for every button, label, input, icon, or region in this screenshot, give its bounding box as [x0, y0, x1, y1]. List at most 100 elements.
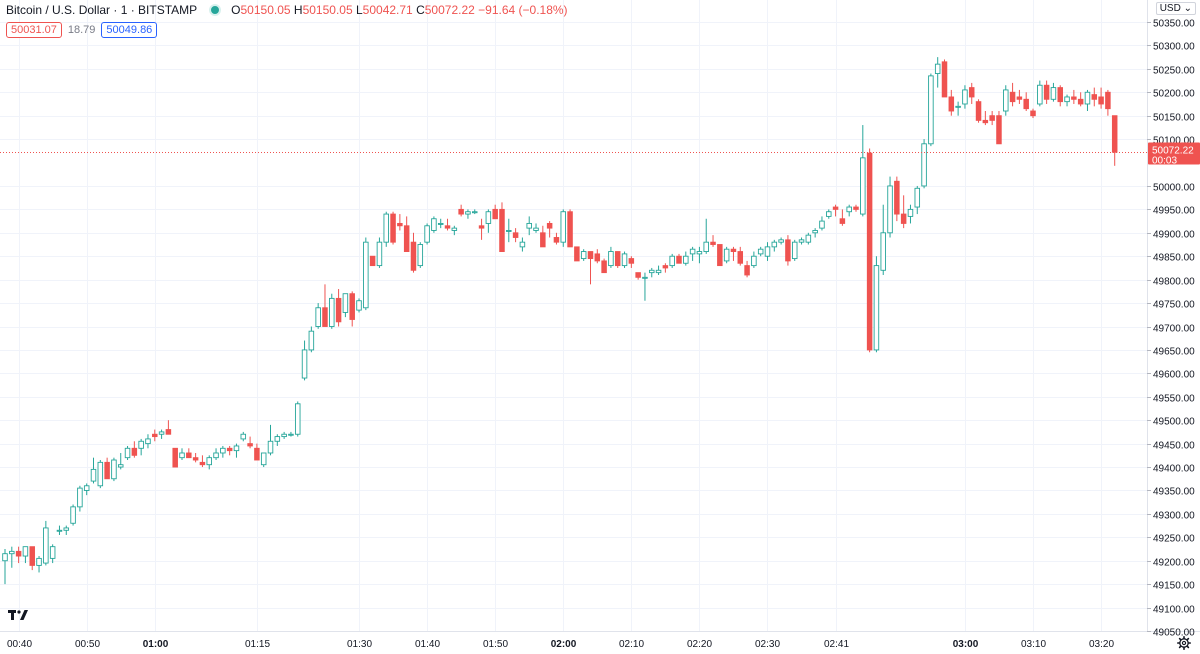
- candle-body: [199, 461, 206, 466]
- price-tick-label: 49200.00: [1153, 558, 1195, 569]
- symbol-title[interactable]: Bitcoin / U.S. Dollar · 1 · BITSTAMP: [6, 3, 198, 17]
- candle-body: [608, 251, 614, 267]
- candle-body: [165, 429, 172, 435]
- candle: [887, 176, 893, 238]
- candle: [655, 265, 662, 275]
- currency-selector[interactable]: USD ⌄: [1155, 2, 1196, 15]
- candle-body: [281, 433, 287, 438]
- candle: [764, 242, 771, 261]
- candle-body: [437, 222, 444, 225]
- candle: [179, 448, 185, 461]
- candle-body: [288, 433, 294, 436]
- candle: [519, 237, 526, 252]
- tradingview-logo-icon[interactable]: [8, 608, 28, 622]
- candle: [63, 525, 70, 535]
- candle: [294, 401, 301, 437]
- candle-body: [444, 225, 451, 229]
- candle-body: [403, 225, 410, 252]
- candle-body: [1105, 91, 1111, 110]
- candle: [43, 520, 49, 566]
- candle-body: [968, 87, 975, 98]
- candle: [1091, 87, 1098, 107]
- candle-body: [683, 255, 689, 264]
- candle: [220, 445, 226, 458]
- candle: [403, 216, 410, 252]
- candle-body: [356, 300, 362, 311]
- candle-body: [894, 180, 900, 215]
- candle: [1030, 108, 1036, 119]
- candle: [131, 441, 138, 458]
- candle: [260, 452, 267, 468]
- candle-body: [104, 461, 110, 480]
- candle-body: [417, 244, 424, 267]
- candle: [301, 340, 308, 381]
- price-tick-label: 49400.00: [1153, 464, 1195, 475]
- candle: [1050, 82, 1057, 102]
- candle: [546, 221, 553, 238]
- candle: [274, 434, 281, 446]
- candle: [975, 99, 982, 123]
- candle: [199, 455, 206, 468]
- candle-body: [934, 63, 941, 74]
- candle-body: [9, 550, 15, 555]
- candle-body: [1064, 96, 1070, 103]
- candle-body: [424, 225, 430, 243]
- symbol-legend: Bitcoin / U.S. Dollar · 1 · BITSTAMP O50…: [6, 3, 568, 17]
- gear-icon[interactable]: [1177, 636, 1191, 650]
- candle: [662, 263, 669, 273]
- candle: [805, 232, 812, 245]
- candle: [669, 253, 675, 268]
- candle-body: [349, 293, 355, 320]
- candle-body: [1016, 96, 1023, 100]
- candle-body: [614, 251, 621, 267]
- candle: [431, 216, 437, 233]
- candle-body: [36, 557, 42, 566]
- candle-body: [1084, 91, 1091, 105]
- price-tick-label: 50000.00: [1153, 183, 1195, 194]
- candle: [778, 237, 784, 245]
- candle: [158, 429, 165, 439]
- buy-price-button[interactable]: 50049.86: [101, 22, 158, 38]
- candle: [233, 443, 240, 458]
- candle-body: [791, 241, 798, 260]
- time-tick-label: 03:00: [953, 639, 979, 650]
- candle: [567, 209, 573, 248]
- sell-price-button[interactable]: 50031.07: [6, 22, 62, 38]
- last-price-label: 50072.22: [1152, 146, 1194, 157]
- high-label: H: [293, 3, 303, 17]
- candle-body: [1077, 98, 1084, 105]
- candle: [785, 235, 791, 266]
- time-tick-label: 01:40: [415, 639, 440, 650]
- candle-body: [560, 211, 567, 243]
- candle: [832, 204, 839, 217]
- candle-body: [213, 452, 219, 459]
- candle-body: [254, 447, 260, 461]
- price-tick-label: 49300.00: [1153, 511, 1195, 522]
- candle: [172, 447, 178, 468]
- candle-body: [601, 260, 607, 274]
- candle-body: [948, 96, 955, 112]
- candle-body: [723, 248, 730, 262]
- candle: [880, 204, 886, 275]
- candle: [22, 546, 29, 564]
- candle: [703, 218, 709, 254]
- candle: [376, 237, 383, 268]
- candle-body: [15, 550, 22, 557]
- candle-body: [410, 241, 417, 271]
- candle: [369, 255, 376, 267]
- candle: [213, 448, 219, 461]
- candle-body: [363, 241, 369, 309]
- candle: [900, 195, 907, 229]
- candle-body: [294, 403, 301, 435]
- price-tick-label: 50250.00: [1153, 66, 1195, 77]
- candle: [921, 139, 927, 189]
- candle-body: [955, 105, 961, 108]
- candle: [860, 125, 866, 217]
- candle: [798, 237, 805, 245]
- candle: [1023, 92, 1029, 112]
- candle-body: [676, 255, 682, 264]
- candle-body: [982, 119, 989, 124]
- candle-body: [1023, 98, 1029, 110]
